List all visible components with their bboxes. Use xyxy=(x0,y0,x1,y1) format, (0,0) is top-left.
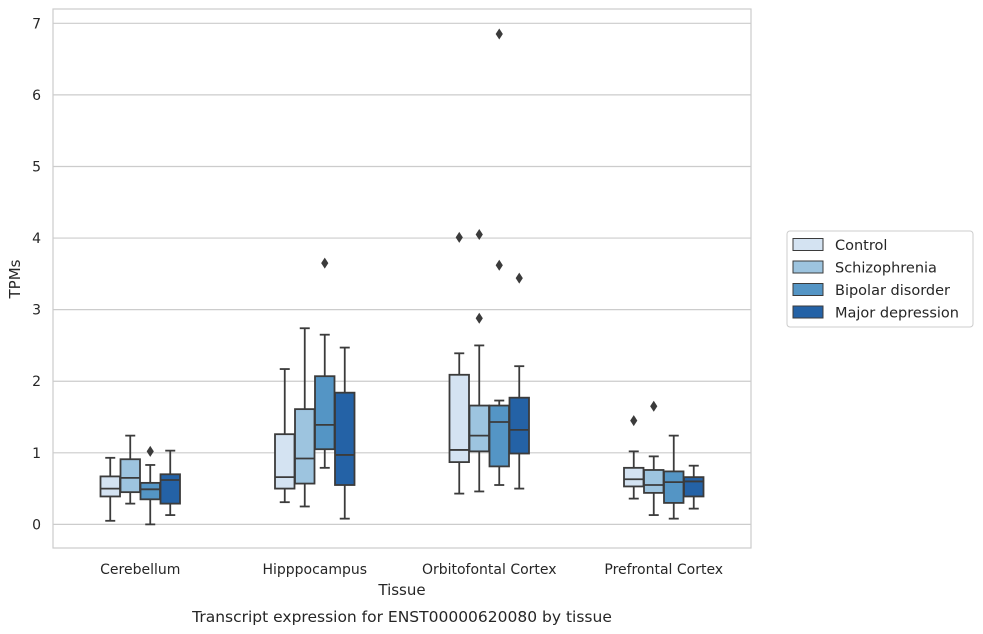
y-tick-label: 7 xyxy=(32,16,41,32)
box-schizophrenia-3 xyxy=(643,400,665,516)
legend-label: Control xyxy=(835,238,887,254)
y-axis-label: TPMs xyxy=(6,259,24,299)
legend: Control Schizophrenia Bipolar disorder Majo… xyxy=(786,230,974,328)
outlier-point xyxy=(146,445,154,457)
boxes xyxy=(99,28,705,526)
box-iqr xyxy=(294,408,316,485)
legend-swatch xyxy=(792,260,824,274)
box-iqr xyxy=(119,458,141,494)
x-tick-label: Prefrontal Cortex xyxy=(604,562,723,578)
box-control-0 xyxy=(99,456,121,522)
box-iqr xyxy=(663,470,685,504)
box-iqr xyxy=(643,469,665,494)
y-tick-label: 0 xyxy=(32,517,41,533)
y-tick-label: 3 xyxy=(32,303,41,319)
box-control-2 xyxy=(448,231,470,495)
x-tick-label: Cerebellum xyxy=(100,562,180,578)
y-tick-label: 4 xyxy=(32,231,41,247)
box-iqr xyxy=(508,396,530,455)
box-iqr xyxy=(334,391,356,486)
box-bipolar-disorder-0 xyxy=(139,445,161,526)
box-bipolar-disorder-3 xyxy=(663,434,685,520)
box-iqr xyxy=(139,481,161,501)
box-bipolar-disorder-2 xyxy=(488,28,510,486)
outlier-point xyxy=(630,415,638,427)
box-iqr xyxy=(623,466,645,488)
outlier-point xyxy=(455,231,463,243)
box-iqr xyxy=(488,404,510,468)
box-major-depression-0 xyxy=(159,449,181,516)
outlier-point xyxy=(495,259,503,271)
plot-frame xyxy=(52,8,752,549)
outlier-point xyxy=(475,312,483,324)
outlier-point xyxy=(321,257,329,269)
box-schizophrenia-2 xyxy=(468,228,490,493)
legend-swatch xyxy=(792,305,824,319)
legend-swatch xyxy=(792,238,824,251)
box-control-3 xyxy=(623,415,645,500)
box-iqr xyxy=(448,373,470,464)
outlier-point xyxy=(650,400,658,412)
box-major-depression-1 xyxy=(334,346,356,520)
chart-caption: Transcript expression for ENST0000062008… xyxy=(191,608,612,626)
box-schizophrenia-1 xyxy=(294,327,316,508)
y-tick-label: 5 xyxy=(32,159,41,175)
box-iqr xyxy=(274,433,296,490)
box-iqr xyxy=(314,375,336,451)
y-tick-label: 6 xyxy=(32,88,41,104)
outlier-point xyxy=(495,28,503,40)
y-tick-label: 1 xyxy=(32,446,41,462)
legend-label: Major depression xyxy=(835,306,959,322)
x-tick-label: Hipppocampus xyxy=(262,562,367,578)
box-major-depression-2 xyxy=(508,272,530,490)
box-iqr xyxy=(468,404,490,453)
y-axis-ticks: 0 1 2 3 4 5 6 7 xyxy=(32,16,41,533)
legend-label: Schizophrenia xyxy=(835,261,937,277)
box-schizophrenia-0 xyxy=(119,434,141,505)
box-iqr xyxy=(683,476,705,498)
outlier-point xyxy=(515,272,523,284)
box-iqr xyxy=(99,475,121,498)
x-axis-ticks: Cerebellum Hipppocampus Orbitofontal Corte… xyxy=(100,562,723,578)
x-axis-label: Tissue xyxy=(377,581,425,599)
y-tick-label: 2 xyxy=(32,374,41,390)
grid-lines xyxy=(53,22,751,525)
box-bipolar-disorder-1 xyxy=(314,257,336,469)
legend-frame xyxy=(786,230,974,328)
box-iqr xyxy=(159,473,181,505)
legend-swatch xyxy=(792,283,824,296)
legend-label: Bipolar disorder xyxy=(835,283,950,299)
box-major-depression-3 xyxy=(683,464,705,510)
box-control-1 xyxy=(274,368,296,504)
outlier-point xyxy=(475,228,483,240)
x-tick-label: Orbitofontal Cortex xyxy=(422,562,557,578)
